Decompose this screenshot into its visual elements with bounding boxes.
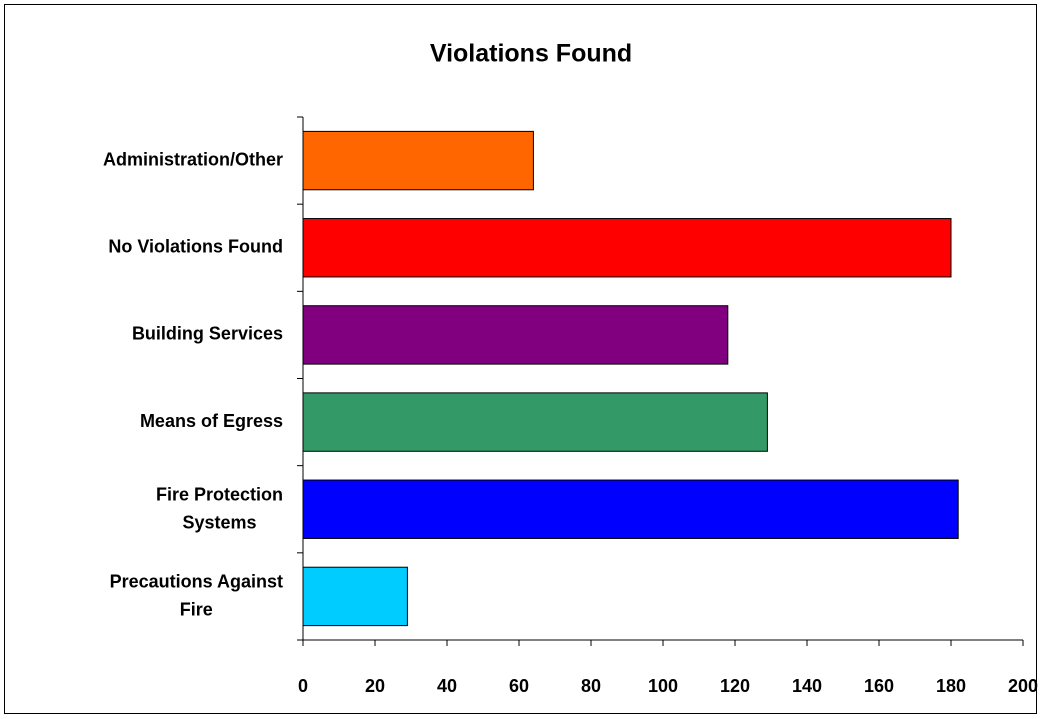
x-tick-label: 140 [792, 676, 822, 696]
x-tick-label: 0 [298, 676, 308, 696]
x-tick-label: 200 [1008, 676, 1038, 696]
y-tick-label: No Violations Found [108, 237, 283, 257]
bar [302, 218, 952, 278]
x-tick-label: 20 [365, 676, 385, 696]
bar [302, 130, 534, 191]
x-tick-label: 80 [581, 676, 601, 696]
y-tick-label: Building Services [132, 324, 283, 344]
bar [302, 479, 959, 539]
y-tick-label: Precautions Against Fire [110, 571, 283, 619]
x-tick-label: 40 [437, 676, 457, 696]
chart-title: Violations Found [430, 40, 632, 68]
bar [302, 392, 768, 452]
y-tick-label: Fire Protection Systems [156, 484, 283, 532]
x-tick-label: 60 [509, 676, 529, 696]
bar [302, 305, 729, 365]
y-tick-label: Administration/Other [103, 149, 283, 169]
x-tick-label: 180 [936, 676, 966, 696]
bar [302, 566, 408, 627]
x-tick-label: 100 [648, 676, 678, 696]
x-tick-label: 120 [720, 676, 750, 696]
y-tick-label: Means of Egress [140, 411, 283, 431]
x-tick-label: 160 [864, 676, 894, 696]
